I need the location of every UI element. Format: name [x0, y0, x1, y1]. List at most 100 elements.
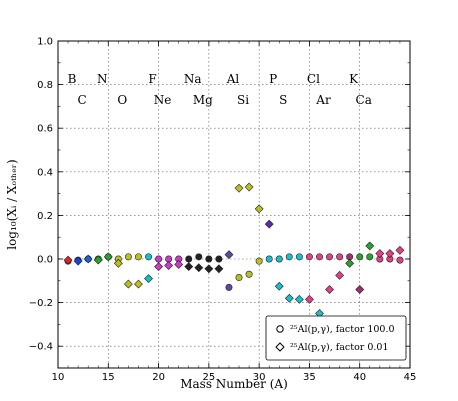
x-tick-label: 25: [202, 372, 215, 383]
data-points: [63, 182, 405, 318]
legend-label-factor-100: ²⁵Al(p,γ), factor 100.0: [290, 324, 395, 335]
data-point-diamond: [294, 294, 304, 304]
data-point-diamond: [234, 183, 244, 193]
x-tick-label: 15: [102, 372, 115, 383]
axis-ticks: 10 15 20 25 30 35 40 45 −0.4 −0.2 0.0 0.2 0.4 0.6 0.8 1…: [29, 37, 417, 384]
data-point-circle: [255, 257, 263, 265]
data-point-diamond: [164, 261, 174, 270]
data-point-diamond: [345, 258, 355, 268]
element-label-k: K: [349, 72, 359, 86]
x-tick-label: 30: [253, 372, 266, 383]
element-label-ca: Ca: [356, 93, 372, 107]
data-point-diamond: [355, 285, 365, 294]
data-point-diamond: [395, 245, 405, 255]
element-label-s: S: [279, 93, 287, 107]
element-label-mg: Mg: [193, 93, 213, 107]
element-label-al: Al: [226, 72, 240, 86]
data-point-circle: [295, 253, 303, 261]
data-point-diamond: [144, 274, 153, 284]
data-point-diamond: [194, 263, 204, 273]
element-label-p: P: [269, 72, 277, 86]
element-label-c: C: [78, 93, 87, 107]
data-point-diamond: [113, 258, 123, 268]
y-tick-label: −0.2: [29, 298, 53, 309]
data-point-diamond: [244, 182, 254, 192]
data-point-circle: [205, 255, 213, 263]
data-point-circle: [145, 253, 153, 261]
data-point-diamond: [224, 250, 234, 260]
data-point-circle: [326, 253, 334, 261]
y-tick-label: 1.0: [37, 37, 53, 48]
data-point-diamond: [365, 241, 375, 251]
x-tick-label: 45: [404, 372, 417, 383]
data-point-diamond: [375, 249, 385, 258]
element-label-ne: Ne: [154, 93, 172, 107]
data-point-diamond: [63, 255, 73, 265]
x-tick-label: 20: [152, 372, 165, 383]
data-point-diamond: [154, 262, 163, 272]
data-point-circle: [185, 255, 193, 263]
element-label-n: N: [97, 72, 108, 86]
data-point-circle: [215, 255, 223, 263]
data-point-diamond: [204, 264, 214, 274]
x-tick-label: 40: [353, 372, 366, 383]
legend-circle-marker: [276, 325, 284, 333]
x-tick-label: 35: [303, 372, 316, 383]
data-point-circle: [275, 255, 283, 263]
data-point-diamond: [73, 256, 83, 266]
data-point-circle: [265, 255, 273, 263]
legend-label-factor-0-01: ²⁵Al(p,γ), factor 0.01: [290, 342, 389, 353]
data-point-circle: [155, 255, 163, 263]
y-tick-label: 0.0: [37, 255, 53, 266]
y-tick-label: 0.8: [37, 80, 53, 91]
element-label-f: F: [148, 72, 156, 86]
data-point-circle: [195, 253, 203, 261]
y-tick-label: 0.6: [37, 124, 53, 135]
element-label-o: O: [117, 93, 127, 107]
plot-frame: [57, 40, 411, 369]
data-point-circle: [225, 283, 233, 291]
data-point-diamond: [325, 285, 334, 294]
element-label-ar: Ar: [315, 93, 331, 107]
y-tick-label: 0.2: [37, 211, 53, 222]
legend-diamond-marker: [275, 342, 285, 352]
data-point-diamond: [103, 252, 113, 262]
data-point-circle: [285, 253, 293, 261]
data-point-diamond: [274, 281, 284, 291]
data-point-diamond: [305, 294, 314, 304]
y-tick-label: −0.4: [29, 342, 53, 353]
data-point-circle: [134, 253, 142, 261]
data-point-diamond: [264, 219, 274, 229]
data-point-circle: [315, 253, 323, 261]
x-axis-title: Mass Number (A): [180, 377, 288, 391]
data-point-circle: [336, 253, 344, 261]
data-point-circle: [356, 253, 364, 261]
y-axis-title: log₁₀(Xᵢ / Xₒₜₕₑᵣ): [5, 159, 19, 250]
data-point-diamond: [254, 204, 264, 214]
element-label-na: Na: [184, 72, 202, 86]
data-point-diamond: [174, 260, 184, 269]
data-point-diamond: [123, 279, 133, 289]
element-label-cl: Cl: [307, 72, 320, 86]
data-point-diamond: [83, 254, 93, 264]
data-point-circle: [235, 274, 243, 282]
data-point-circle: [366, 253, 374, 261]
data-point-diamond: [335, 270, 345, 280]
legend: ²⁵Al(p,γ), factor 100.0 ²⁵Al(p,γ), facto…: [265, 315, 407, 361]
data-point-circle: [124, 253, 132, 261]
data-point-diamond: [134, 279, 143, 289]
legend-box: [265, 315, 407, 361]
data-point-diamond: [184, 262, 194, 272]
element-label-si: Si: [237, 93, 249, 107]
data-point-circle: [305, 253, 313, 261]
data-point-diamond: [214, 264, 224, 274]
element-label-b: B: [68, 72, 77, 86]
data-point-diamond: [385, 249, 395, 258]
data-point-diamond: [284, 293, 294, 303]
x-tick-label: 10: [52, 372, 65, 383]
data-point-circle: [245, 270, 253, 278]
y-tick-label: 0.4: [37, 167, 53, 178]
